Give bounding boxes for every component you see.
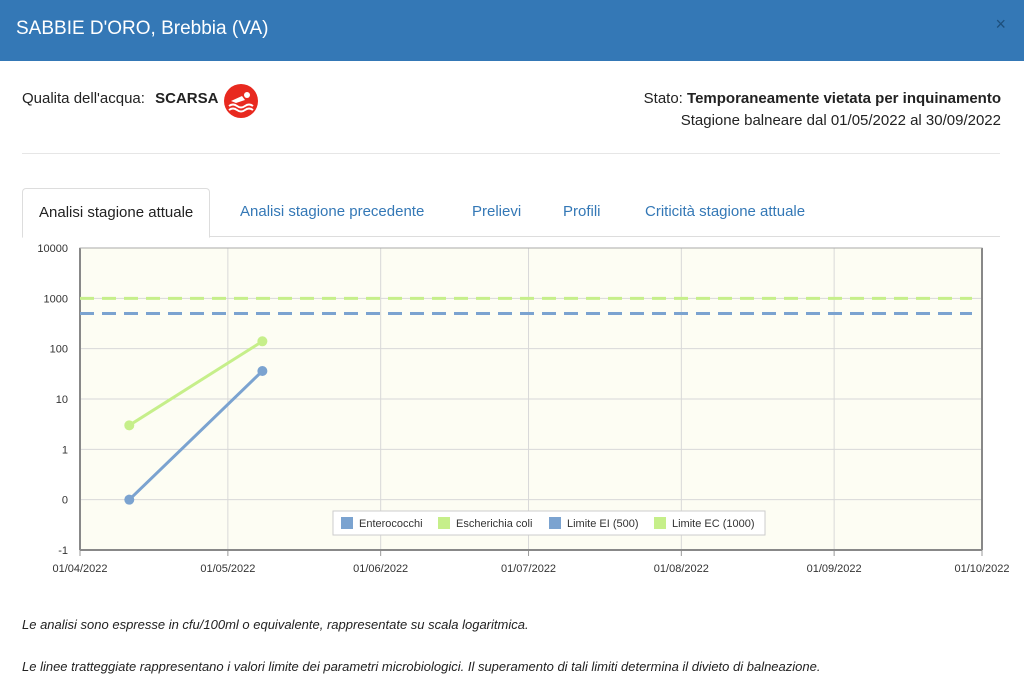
divider	[22, 153, 1000, 154]
water-quality-value: SCARSA	[155, 90, 219, 107]
y-tick-label: 1	[62, 444, 68, 456]
x-tick-label: 01/05/2022	[200, 563, 255, 575]
data-point	[124, 420, 135, 431]
tab-samples[interactable]: Prelievi	[472, 203, 522, 220]
tab-bar: Analisi stagione attuale Analisi stagion…	[22, 188, 1000, 238]
note-units: Le analisi sono espresse in cfu/100ml o …	[22, 617, 529, 632]
modal-title: SABBIE D'ORO, Brebbia (VA)	[16, 18, 269, 39]
y-tick-label: -1	[58, 545, 68, 557]
y-tick-label: 10	[56, 394, 68, 406]
status-block: Stato: Temporaneamente vietata per inqui…	[644, 88, 1001, 132]
x-tick-label: 01/06/2022	[353, 563, 408, 575]
y-tick-label: 1000	[44, 293, 68, 305]
legend-label: Limite EI (500)	[567, 518, 639, 530]
note-limits: Le linee tratteggiate rappresentano i va…	[22, 659, 821, 674]
tab-current-season[interactable]: Analisi stagione attuale	[22, 188, 211, 238]
swimmer-icon	[224, 84, 258, 118]
modal-header: SABBIE D'ORO, Brebbia (VA) ×	[0, 0, 1024, 61]
x-tick-label: 01/08/2022	[654, 563, 709, 575]
legend-swatch	[654, 517, 666, 529]
water-quality: Qualita dell'acqua: SCARSA	[22, 90, 218, 107]
tab-criticalities[interactable]: Criticità stagione attuale	[645, 203, 806, 220]
legend-swatch	[341, 517, 353, 529]
tab-profiles[interactable]: Profili	[563, 203, 601, 220]
legend-label: Enterococchi	[359, 518, 423, 530]
status-label: Stato:	[643, 90, 683, 107]
data-point	[257, 365, 268, 376]
series-line-1	[128, 340, 264, 427]
x-tick-label: 01/10/2022	[954, 563, 1009, 575]
close-icon[interactable]: ×	[995, 14, 1006, 34]
data-point	[124, 494, 135, 505]
y-tick-label: 0	[62, 495, 68, 507]
x-tick-label: 01/09/2022	[807, 563, 862, 575]
y-tick-label: 100	[50, 344, 68, 356]
water-quality-label: Qualita dell'acqua:	[22, 90, 145, 107]
status-value: Temporaneamente vietata per inquinamento	[687, 90, 1001, 107]
legend-label: Escherichia coli	[456, 518, 532, 530]
series-line-0	[128, 369, 264, 501]
y-tick-label: 10000	[37, 243, 68, 255]
legend-label: Limite EC (1000)	[672, 518, 755, 530]
x-tick-label: 01/07/2022	[501, 563, 556, 575]
legend-swatch	[549, 517, 561, 529]
season-dates: Stagione balneare dal 01/05/2022 al 30/0…	[680, 112, 1001, 129]
x-tick-label: 01/04/2022	[52, 563, 107, 575]
tab-previous-season[interactable]: Analisi stagione precedente	[240, 203, 425, 220]
data-point	[257, 336, 268, 347]
legend-swatch	[438, 517, 450, 529]
